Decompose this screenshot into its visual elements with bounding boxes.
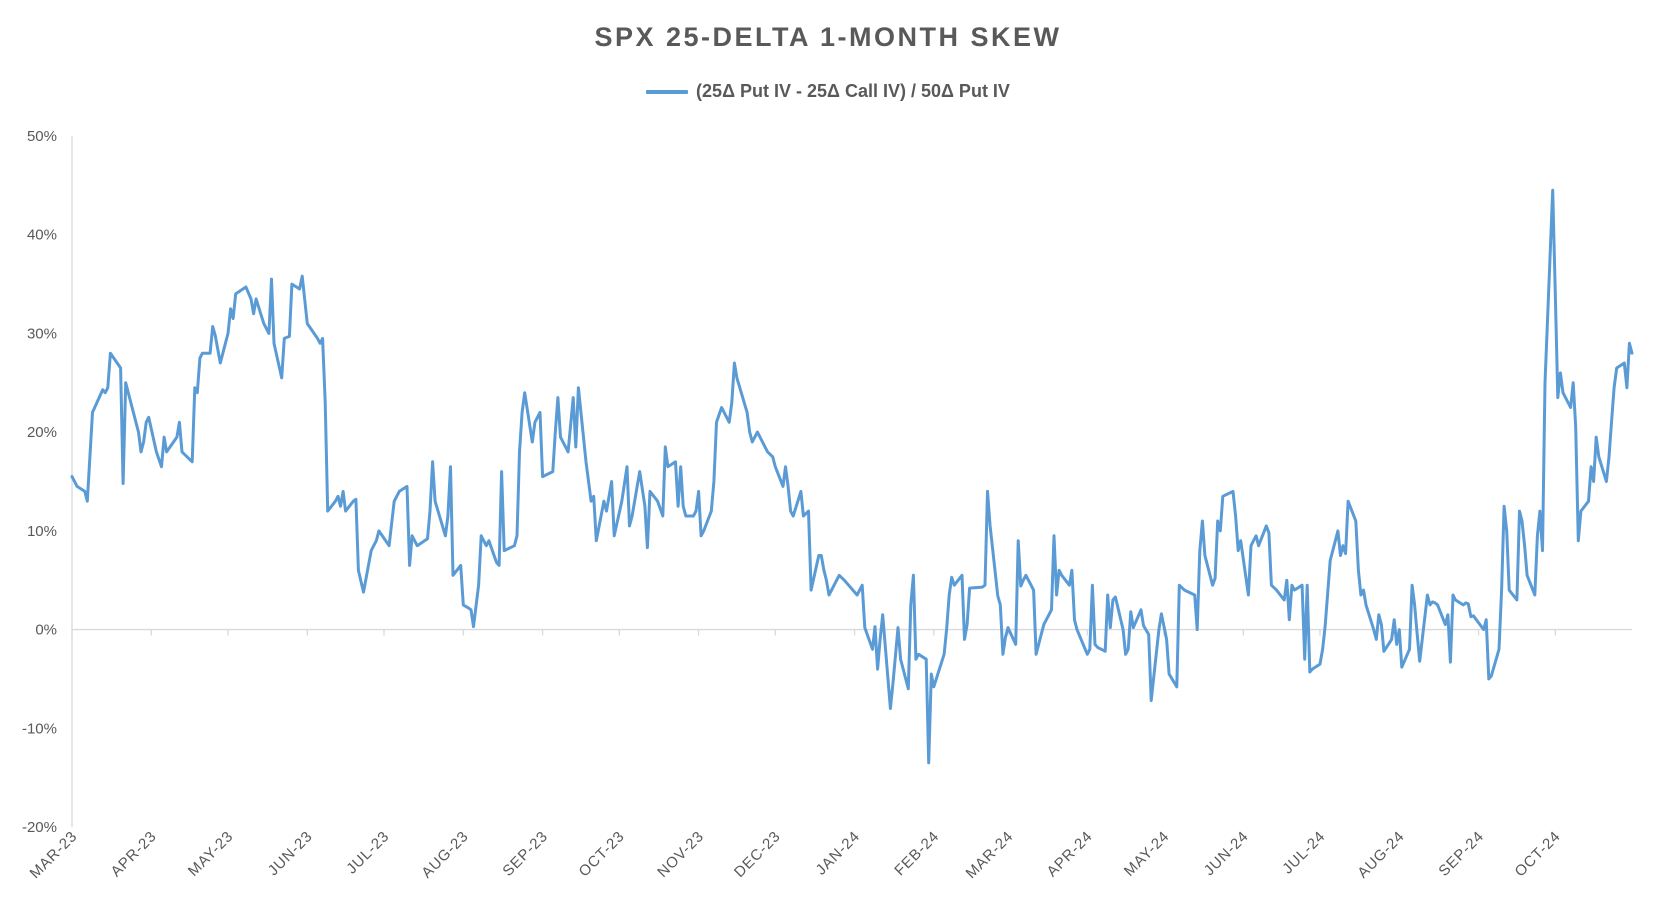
chart-title: SPX 25-DELTA 1-MONTH SKEW bbox=[594, 22, 1062, 52]
y-tick-label: -10% bbox=[22, 720, 57, 737]
x-tick-label: MAR-24 bbox=[963, 828, 1017, 882]
y-tick-label: 10% bbox=[27, 523, 57, 540]
x-tick-label: AUG-23 bbox=[418, 828, 472, 882]
x-tick-label: JUN-23 bbox=[265, 828, 316, 879]
x-tick-label: OCT-23 bbox=[576, 828, 629, 881]
y-tick-label: 40% bbox=[27, 227, 57, 244]
x-tick-label: SEP-23 bbox=[499, 828, 551, 880]
legend-swatch bbox=[646, 89, 689, 94]
x-tick-label: DEC-23 bbox=[731, 828, 784, 881]
y-tick-label: 30% bbox=[27, 325, 57, 342]
y-tick-label: 20% bbox=[27, 424, 57, 441]
x-tick-label: SEP-24 bbox=[1435, 828, 1487, 880]
x-tick-label: OCT-24 bbox=[1512, 828, 1565, 881]
y-tick-label: 50% bbox=[27, 128, 57, 145]
x-tick-label: MAY-23 bbox=[185, 828, 237, 880]
x-tick-label: APR-24 bbox=[1044, 828, 1097, 881]
y-tick-label: 0% bbox=[35, 622, 57, 639]
series-line bbox=[70, 188, 1634, 765]
legend-label: (25Δ Put IV - 25Δ Call IV) / 50Δ Put IV bbox=[696, 81, 1010, 101]
x-tick-label: FEB-24 bbox=[891, 828, 942, 879]
x-tick-label: APR-23 bbox=[108, 828, 161, 881]
x-tick-label: JAN-24 bbox=[813, 828, 864, 879]
x-tick-label: NOV-23 bbox=[654, 828, 707, 881]
x-tick-label: JUL-23 bbox=[343, 828, 393, 878]
x-tick-label: JUL-24 bbox=[1279, 828, 1329, 878]
y-tick-label: -20% bbox=[22, 819, 57, 836]
x-tick-label: JUN-24 bbox=[1201, 828, 1252, 879]
x-tick-label: MAY-24 bbox=[1121, 828, 1173, 880]
legend: (25Δ Put IV - 25Δ Call IV) / 50Δ Put IV bbox=[0, 81, 1656, 102]
x-tick-label: AUG-24 bbox=[1354, 828, 1408, 882]
